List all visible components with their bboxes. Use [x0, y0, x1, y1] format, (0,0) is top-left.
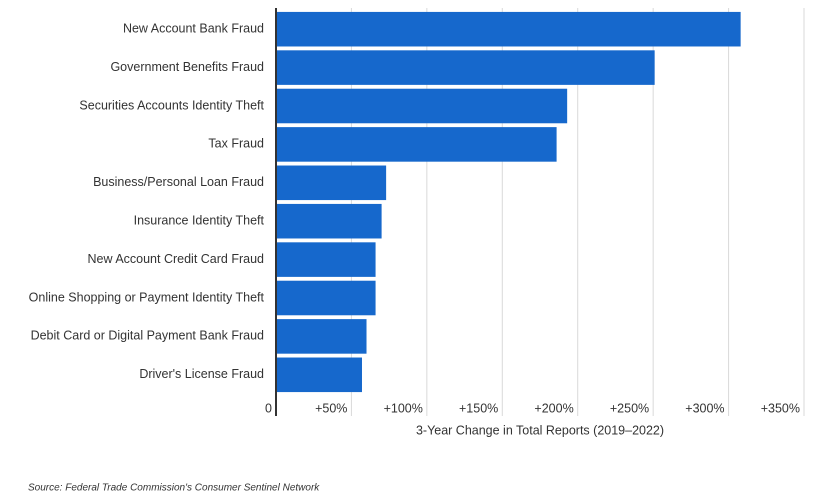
y-tick-label: Securities Accounts Identity Theft [79, 98, 264, 112]
y-tick-label: Online Shopping or Payment Identity Thef… [29, 290, 265, 304]
x-axis-label: 3-Year Change in Total Reports (2019–202… [416, 423, 664, 437]
bar [276, 280, 376, 316]
x-tick-label: 0 [265, 401, 272, 415]
y-tick-label: Insurance Identity Theft [134, 213, 265, 227]
bar [276, 203, 382, 239]
bar [276, 50, 655, 85]
bar [276, 319, 367, 354]
y-tick-label: Tax Fraud [208, 137, 264, 151]
bar [276, 127, 557, 162]
bar [276, 165, 387, 201]
y-tick-label: Government Benefits Fraud [110, 60, 264, 74]
bar [276, 11, 741, 47]
y-tick-label: New Account Bank Fraud [123, 21, 264, 35]
y-tick-label: Driver's License Fraud [139, 367, 264, 381]
source-note: Source: Federal Trade Commission's Consu… [28, 483, 320, 494]
x-tick-label: +150% [459, 401, 498, 415]
bar [276, 357, 362, 393]
x-tick-label: +100% [384, 401, 423, 415]
x-tick-label: +50% [315, 401, 347, 415]
x-tick-label: +300% [685, 401, 724, 415]
x-tick-label: +350% [761, 401, 800, 415]
y-tick-label: Business/Personal Loan Fraud [93, 175, 264, 189]
x-tick-label: +200% [534, 401, 573, 415]
y-tick-label: Debit Card or Digital Payment Bank Fraud [31, 329, 264, 343]
y-tick-label: New Account Credit Card Fraud [88, 252, 265, 266]
bar [276, 88, 568, 124]
x-tick-label: +250% [610, 401, 649, 415]
bar [276, 242, 376, 277]
